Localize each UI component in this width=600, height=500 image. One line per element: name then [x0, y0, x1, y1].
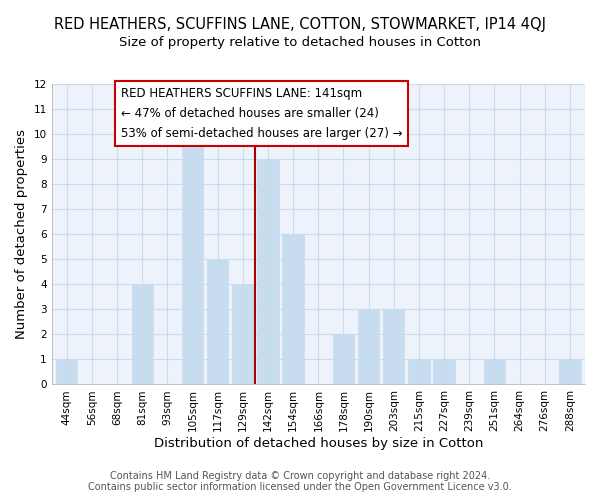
- Text: RED HEATHERS SCUFFINS LANE: 141sqm
← 47% of detached houses are smaller (24)
53%: RED HEATHERS SCUFFINS LANE: 141sqm ← 47%…: [121, 87, 403, 140]
- Y-axis label: Number of detached properties: Number of detached properties: [15, 129, 28, 339]
- Bar: [333, 334, 354, 384]
- Bar: [182, 134, 203, 384]
- Text: Size of property relative to detached houses in Cotton: Size of property relative to detached ho…: [119, 36, 481, 49]
- Bar: [408, 360, 430, 384]
- Text: Contains HM Land Registry data © Crown copyright and database right 2024.: Contains HM Land Registry data © Crown c…: [110, 471, 490, 481]
- Bar: [283, 234, 304, 384]
- Bar: [131, 284, 153, 384]
- Bar: [358, 310, 379, 384]
- Bar: [484, 360, 505, 384]
- Bar: [232, 284, 254, 384]
- Text: RED HEATHERS, SCUFFINS LANE, COTTON, STOWMARKET, IP14 4QJ: RED HEATHERS, SCUFFINS LANE, COTTON, STO…: [54, 18, 546, 32]
- Bar: [56, 360, 77, 384]
- Bar: [433, 360, 455, 384]
- Bar: [207, 260, 229, 384]
- Text: Contains public sector information licensed under the Open Government Licence v3: Contains public sector information licen…: [88, 482, 512, 492]
- Bar: [383, 310, 404, 384]
- Bar: [257, 159, 279, 384]
- Bar: [559, 360, 581, 384]
- X-axis label: Distribution of detached houses by size in Cotton: Distribution of detached houses by size …: [154, 437, 483, 450]
